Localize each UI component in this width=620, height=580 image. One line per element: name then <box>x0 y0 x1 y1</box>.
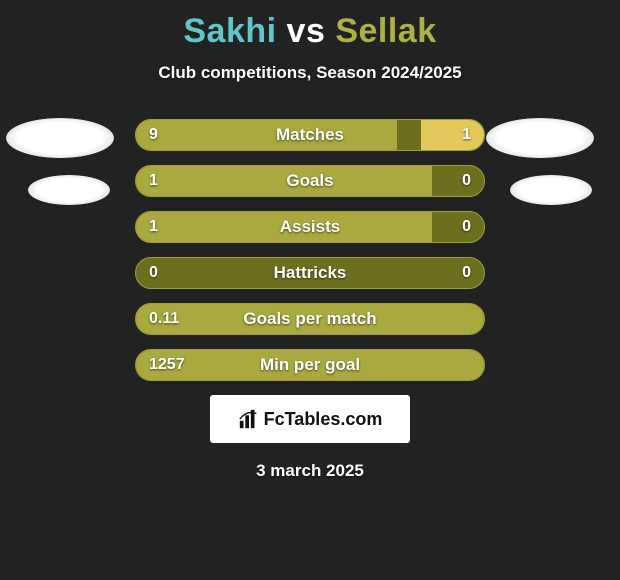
stat-label: Min per goal <box>135 349 485 381</box>
player1-name: Sakhi <box>183 12 276 50</box>
player2-shadow-placeholder <box>510 175 592 205</box>
logo-text: FcTables.com <box>264 409 383 430</box>
vs-text: vs <box>287 12 326 50</box>
stat-label: Hattricks <box>135 257 485 289</box>
stats-container: 91Matches 10Goals 10Assists 00Hattricks 0.11… <box>135 119 485 381</box>
fctables-logo: FcTables.com <box>210 395 410 443</box>
stat-row: 91Matches <box>135 119 485 151</box>
stat-label: Goals <box>135 165 485 197</box>
comparison-title: Sakhi vs Sellak <box>0 0 620 51</box>
player1-avatar-placeholder <box>6 118 114 158</box>
logo-bars-icon <box>238 408 260 430</box>
stat-label: Matches <box>135 119 485 151</box>
player2-avatar-placeholder <box>486 118 594 158</box>
stat-row: 0.11Goals per match <box>135 303 485 335</box>
stat-row: 10Assists <box>135 211 485 243</box>
subtitle: Club competitions, Season 2024/2025 <box>0 63 620 83</box>
stat-row: 00Hattricks <box>135 257 485 289</box>
player1-shadow-placeholder <box>28 175 110 205</box>
stat-label: Assists <box>135 211 485 243</box>
stat-label: Goals per match <box>135 303 485 335</box>
date: 3 march 2025 <box>0 461 620 481</box>
stat-row: 1257Min per goal <box>135 349 485 381</box>
stat-row: 10Goals <box>135 165 485 197</box>
player2-name: Sellak <box>335 12 436 50</box>
